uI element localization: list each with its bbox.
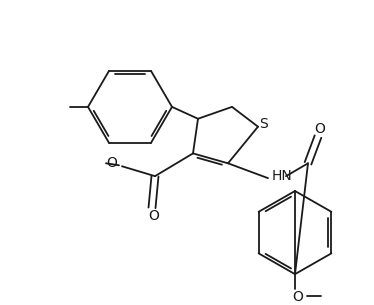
Text: O: O bbox=[148, 209, 159, 223]
Text: O: O bbox=[107, 156, 117, 170]
Text: HN: HN bbox=[272, 169, 293, 183]
Text: S: S bbox=[260, 117, 269, 131]
Text: O: O bbox=[315, 122, 325, 136]
Text: O: O bbox=[292, 290, 303, 304]
